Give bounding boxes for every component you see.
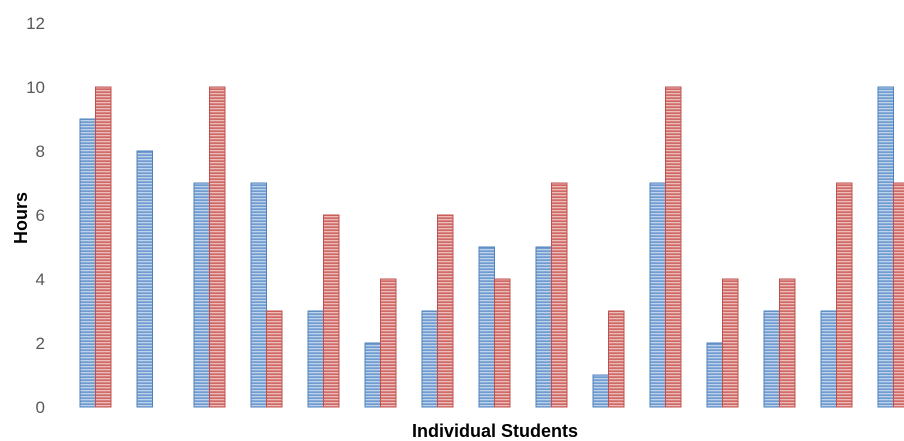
bar-series1 <box>307 310 324 408</box>
x-axis-title: Individual Students <box>412 421 578 441</box>
bar-series1 <box>364 342 381 408</box>
bar-series1 <box>763 310 780 408</box>
bar-series2 <box>893 182 904 408</box>
bar-series1 <box>136 150 153 408</box>
bar-series2 <box>437 214 454 408</box>
bar-series1 <box>649 182 666 408</box>
y-tick-label: 0 <box>36 398 45 417</box>
bar-series1 <box>820 310 837 408</box>
bar-series1 <box>478 246 495 408</box>
bar-series2 <box>836 182 853 408</box>
bar-series2 <box>665 86 682 408</box>
bar-series2 <box>494 278 511 408</box>
y-tick-label: 6 <box>36 206 45 225</box>
y-tick-label: 12 <box>26 14 45 33</box>
bar-series1 <box>193 182 210 408</box>
bar-series2 <box>266 310 283 408</box>
bar-series2 <box>779 278 796 408</box>
y-axis-title: Hours <box>11 192 31 244</box>
bar-series2 <box>380 278 397 408</box>
bar-series1 <box>706 342 723 408</box>
y-tick-label: 4 <box>36 270 45 289</box>
bar-series1 <box>421 310 438 408</box>
y-tick-label: 10 <box>26 78 45 97</box>
bar-series2 <box>551 182 568 408</box>
bar-series2 <box>209 86 226 408</box>
bar-series1 <box>79 118 96 408</box>
bar-series2 <box>608 310 625 408</box>
bars <box>79 86 904 408</box>
y-axis-ticks: 0 2 4 6 8 10 12 <box>26 14 45 417</box>
bar-series1 <box>535 246 552 408</box>
bar-series1 <box>592 374 609 408</box>
y-tick-label: 8 <box>36 142 45 161</box>
bar-series1 <box>877 86 894 408</box>
bar-series1 <box>250 182 267 408</box>
bar-series2 <box>323 214 340 408</box>
bar-series2 <box>95 86 112 408</box>
y-tick-label: 2 <box>36 334 45 353</box>
bar-series2 <box>722 278 739 408</box>
